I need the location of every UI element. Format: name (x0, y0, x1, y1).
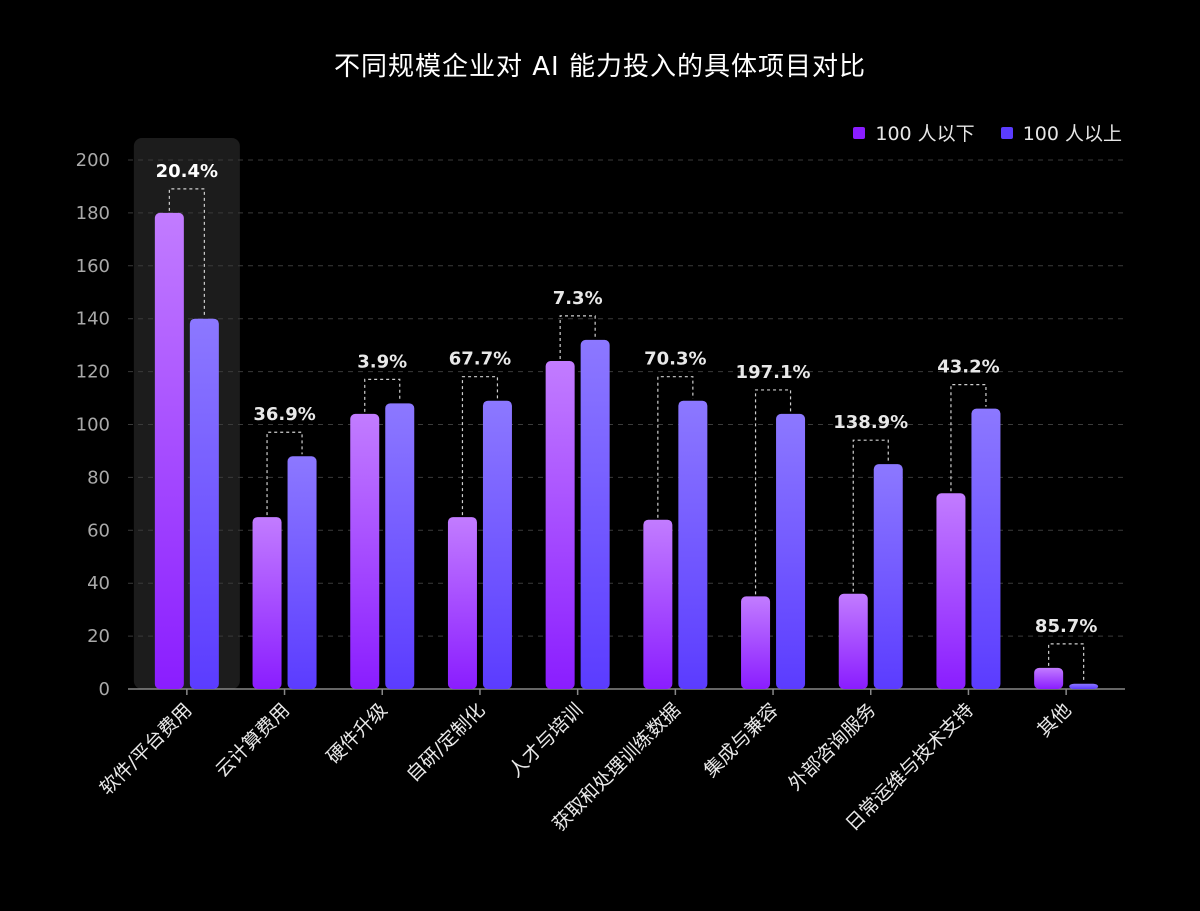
bar-series-2 (1069, 683, 1099, 689)
bar-series-1 (1034, 667, 1064, 689)
comparison-bracket (754, 389, 792, 595)
y-tick-label: 20 (87, 626, 110, 647)
bar-series-1 (154, 212, 184, 689)
y-tick-label: 80 (87, 467, 110, 488)
bar-series-1 (545, 361, 575, 689)
comparison-bracket (950, 384, 987, 492)
bar-series-2 (580, 339, 610, 689)
difference-label: 36.9% (253, 404, 315, 425)
x-category-label: 其他 (1033, 699, 1075, 741)
difference-label: 67.7% (449, 349, 511, 370)
x-category-label: 集成与兼容 (700, 699, 783, 782)
legend-item-series-2: 100 人以上 (1000, 119, 1122, 146)
y-tick-label: 200 (76, 150, 110, 171)
comparison-bracket (266, 431, 303, 516)
x-category-label: 人才与培训 (504, 699, 587, 782)
y-tick-label: 140 (76, 309, 110, 330)
y-tick-label: 0 (99, 679, 110, 700)
difference-label: 197.1% (736, 362, 811, 383)
bar-series-2 (189, 318, 219, 689)
y-tick-label: 120 (76, 362, 110, 383)
bar-series-1 (741, 596, 771, 689)
legend-item-series-1: 100 人以下 (853, 119, 975, 146)
legend-label-series-2: 100 人以上 (1022, 123, 1122, 145)
comparison-bracket (168, 188, 205, 317)
difference-label: 43.2% (937, 357, 999, 378)
chart-title: 不同规模企业对 AI 能力投入的具体项目对比 (334, 52, 866, 82)
difference-label: 7.3% (553, 288, 603, 309)
comparison-bracket (852, 439, 889, 592)
comparison-bracket (657, 376, 694, 518)
legend-swatch-series-2 (1000, 126, 1013, 139)
bar-series-2 (385, 403, 415, 689)
legend-swatch-series-1 (853, 126, 866, 139)
bar-series-2 (776, 413, 806, 689)
y-tick-label: 100 (76, 415, 110, 436)
difference-label: 138.9% (833, 412, 908, 433)
x-category-label: 软件/平台费用 (96, 699, 197, 800)
y-tick-label: 40 (87, 573, 110, 594)
bar-series-1 (350, 413, 380, 689)
legend-label-series-1: 100 人以下 (875, 123, 975, 145)
y-tick-label: 180 (76, 203, 110, 224)
y-tick-label: 160 (76, 256, 110, 277)
bar-series-1 (936, 493, 966, 689)
bar-series-2 (873, 464, 903, 689)
difference-label: 85.7% (1035, 616, 1097, 637)
bar-series-2 (482, 400, 512, 689)
x-category-label: 云计算费用 (211, 699, 294, 782)
comparison-bracket (364, 378, 401, 412)
difference-label: 3.9% (357, 351, 407, 372)
bar-series-1 (838, 593, 868, 689)
bar-series-2 (287, 456, 317, 689)
x-category-label: 外部咨询服务 (784, 699, 880, 795)
bar-series-1 (643, 519, 673, 689)
bar-series-2 (678, 400, 708, 689)
legend: 100 人以下 100 人以上 (827, 119, 1122, 146)
x-category-label: 自研/定制化 (402, 699, 489, 786)
highlight-band (133, 138, 240, 689)
difference-label: 70.3% (644, 349, 706, 370)
bar-series-1 (447, 517, 477, 689)
comparison-bracket (559, 315, 596, 360)
bar-series-2 (971, 408, 1001, 689)
x-category-label: 硬件升级 (322, 699, 391, 768)
bar-series-1 (252, 517, 282, 689)
difference-label: 20.4% (156, 161, 218, 182)
y-tick-label: 60 (87, 520, 110, 541)
